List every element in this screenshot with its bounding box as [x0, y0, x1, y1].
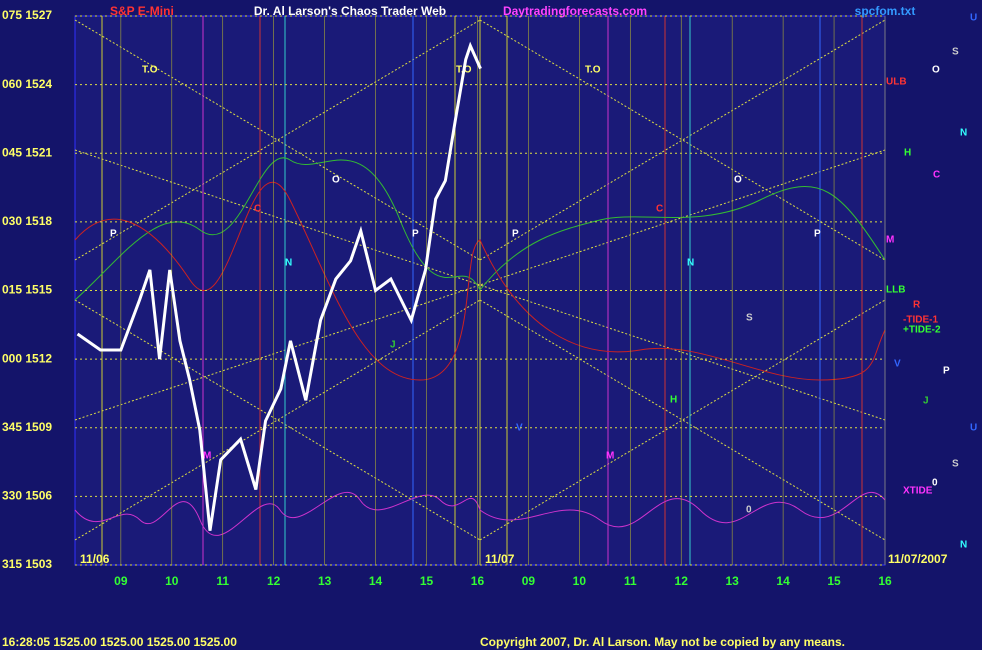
- price-line: [76, 41, 482, 531]
- annotation: ULB: [886, 77, 907, 88]
- annotation: T.O: [142, 65, 158, 76]
- annotation: S: [952, 459, 959, 470]
- annotation: C: [656, 204, 663, 215]
- annotation: N: [285, 258, 292, 269]
- annotation: C: [933, 170, 940, 181]
- y-tick-label: 060 1524: [2, 77, 52, 91]
- x-tick-label: 14: [776, 574, 790, 588]
- x-tick-label: 10: [573, 574, 587, 588]
- x-tick-label: 09: [114, 574, 128, 588]
- annotation: XTIDE: [903, 486, 933, 497]
- x-tick-label: 15: [420, 574, 434, 588]
- status: 16:28:05 1525.00 1525.00 1525.00 1525.00: [2, 635, 237, 649]
- annotation: J: [923, 396, 929, 407]
- copyright: Copyright 2007, Dr. Al Larson. May not b…: [480, 635, 845, 649]
- annotation: S: [952, 47, 959, 58]
- y-tick-label: 315 1503: [2, 557, 52, 571]
- annotation: -TIDE-1: [903, 315, 938, 326]
- source: spcfom.txt: [855, 4, 916, 18]
- annotation: P: [943, 366, 950, 377]
- chart-title: Dr. Al Larson's Chaos Trader Web: [254, 4, 446, 18]
- y-tick-label: 330 1506: [2, 489, 52, 503]
- x-tick-label: 13: [318, 574, 332, 588]
- x-tick-label: 09: [522, 574, 536, 588]
- annotation: T.O: [585, 65, 601, 76]
- annotation: U: [970, 13, 977, 24]
- annotation: +TIDE-2: [903, 325, 941, 336]
- annotation: LLB: [886, 285, 905, 296]
- annotation: C: [254, 204, 261, 215]
- annotation: V: [894, 359, 901, 370]
- annotations: T.O T.O T.O ULB H C M LLB R -TIDE-1 +TID…: [110, 13, 977, 551]
- annotation: O: [332, 175, 340, 186]
- y-tick-label: 075 1527: [2, 8, 52, 22]
- annotation: 0: [932, 478, 938, 489]
- x-tick-label: 12: [675, 574, 689, 588]
- chart-subtitle: Daytradingforecasts.com: [503, 4, 647, 18]
- annotation: P: [512, 229, 519, 240]
- annotation: O: [932, 65, 940, 76]
- annotation: M: [886, 235, 894, 246]
- date-label: 11/06: [80, 552, 110, 566]
- annotation: J: [390, 340, 396, 351]
- annotation: P: [412, 229, 419, 240]
- y-tick-label: 045 1521: [2, 145, 52, 159]
- x-tick-label: 14: [369, 574, 383, 588]
- x-tick-label: 15: [827, 574, 841, 588]
- annotation: H: [670, 395, 677, 406]
- date-label: 11/07: [485, 552, 515, 566]
- annotation: P: [110, 229, 117, 240]
- y-tick-label: 015 1515: [2, 283, 52, 297]
- annotation: M: [606, 451, 614, 462]
- annotation: N: [960, 128, 967, 139]
- y-tick-label: 030 1518: [2, 214, 52, 228]
- y-tick-label: 345 1509: [2, 420, 52, 434]
- annotation: H: [904, 148, 911, 159]
- annotation: O: [734, 175, 742, 186]
- annotation: N: [687, 258, 694, 269]
- x-tick-label: 16: [878, 574, 892, 588]
- series-name: S&P E-Mini: [110, 4, 174, 18]
- x-tick-label: 13: [725, 574, 739, 588]
- annotation: M: [203, 451, 211, 462]
- x-tick-label: 11: [216, 574, 229, 588]
- date-label: 11/07/2007: [888, 552, 948, 566]
- x-tick-label: 11: [624, 574, 637, 588]
- annotation: V: [516, 423, 523, 434]
- x-tick-label: 12: [267, 574, 281, 588]
- annotation: R: [913, 300, 921, 311]
- x-tick-label: 10: [165, 574, 179, 588]
- annotation: P: [814, 229, 821, 240]
- y-tick-label: 000 1512: [2, 351, 52, 365]
- annotation: S: [746, 313, 753, 324]
- x-tick-label: 16: [471, 574, 485, 588]
- annotation: 0: [746, 505, 752, 516]
- annotation: N: [960, 540, 967, 551]
- annotation: U: [970, 423, 977, 434]
